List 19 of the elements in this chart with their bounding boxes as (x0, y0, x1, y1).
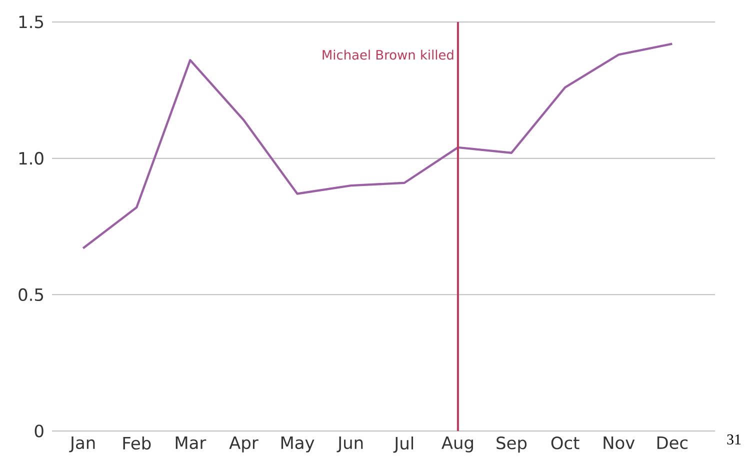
x-tick-label: Feb (123, 436, 151, 450)
x-tick-label: Sep (496, 436, 527, 453)
x-tick-label: Oct (551, 436, 580, 450)
y-tick-label: 0 (34, 424, 44, 438)
x-tick-label: Nov (604, 436, 635, 450)
line-series (82, 42, 674, 250)
ref-line-label: Michael Brown killed (322, 50, 454, 60)
x-tick-label: Apr (229, 436, 258, 452)
x-tick-label: May (281, 436, 314, 452)
y-tick-label: 1.0 (19, 152, 44, 165)
x-tick-label: Dec (657, 436, 688, 450)
x-tick-label: Jan (69, 436, 95, 452)
x-tick-label: Jul (393, 436, 414, 453)
y-tick-label: 0.5 (18, 288, 44, 302)
x-tick-label: Jun (336, 436, 363, 452)
x-tick-label: Aug (442, 436, 473, 452)
y-tick-label: 1.5 (19, 16, 44, 28)
x-tick-label: Mar (176, 436, 206, 450)
text: 31 (727, 434, 741, 444)
